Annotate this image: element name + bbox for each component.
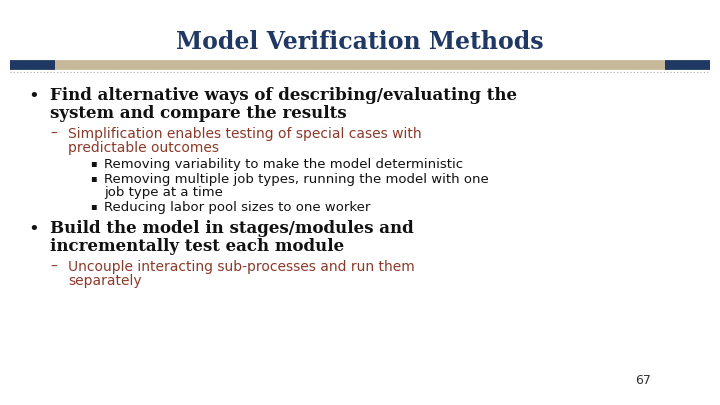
Text: –: – [50, 260, 57, 274]
Text: ▪: ▪ [90, 158, 96, 168]
Text: Model Verification Methods: Model Verification Methods [176, 30, 544, 54]
Text: Removing variability to make the model deterministic: Removing variability to make the model d… [104, 158, 463, 171]
Text: predictable outcomes: predictable outcomes [68, 141, 219, 155]
Text: system and compare the results: system and compare the results [50, 105, 346, 122]
Text: 67: 67 [635, 374, 651, 387]
Text: ▪: ▪ [90, 201, 96, 211]
Text: ▪: ▪ [90, 173, 96, 183]
Text: Find alternative ways of describing/evaluating the: Find alternative ways of describing/eval… [50, 87, 517, 104]
Text: •: • [28, 220, 39, 238]
Text: Build the model in stages/modules and: Build the model in stages/modules and [50, 220, 414, 237]
Text: •: • [28, 87, 39, 105]
Text: job type at a time: job type at a time [104, 186, 223, 199]
Text: incrementally test each module: incrementally test each module [50, 238, 344, 255]
Text: Uncouple interacting sub-processes and run them: Uncouple interacting sub-processes and r… [68, 260, 415, 274]
Text: Removing multiple job types, running the model with one: Removing multiple job types, running the… [104, 173, 489, 186]
Text: Simplification enables testing of special cases with: Simplification enables testing of specia… [68, 127, 422, 141]
Text: –: – [50, 127, 57, 141]
Text: separately: separately [68, 274, 142, 288]
Text: Reducing labor pool sizes to one worker: Reducing labor pool sizes to one worker [104, 201, 370, 214]
